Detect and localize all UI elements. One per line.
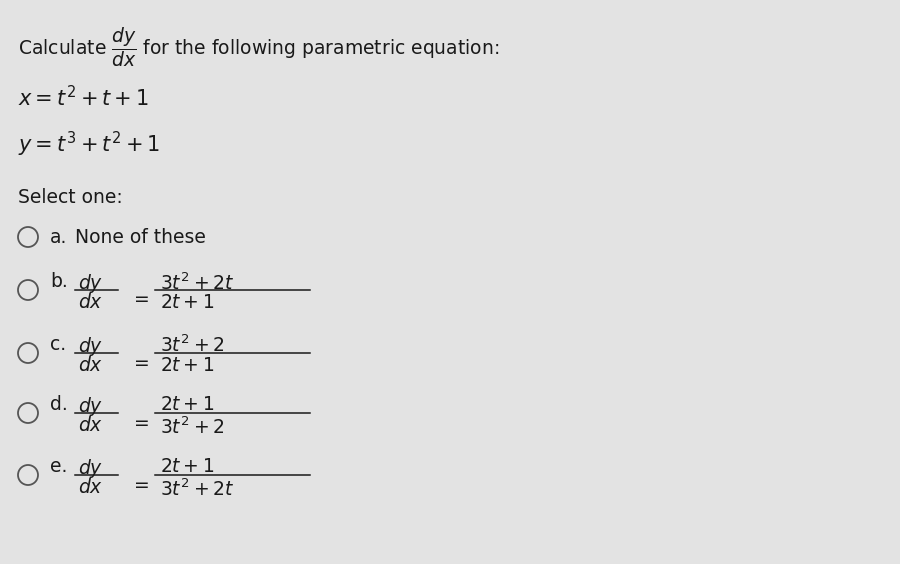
Text: $2t + 1$: $2t + 1$ [160, 356, 214, 375]
Text: Calculate $\dfrac{dy}{dx}$ for the following parametric equation:: Calculate $\dfrac{dy}{dx}$ for the follo… [18, 25, 500, 69]
Text: b.: b. [50, 272, 68, 291]
Text: $dx$: $dx$ [78, 478, 104, 497]
Text: $dy$: $dy$ [78, 395, 104, 418]
Text: $3t^2 + 2$: $3t^2 + 2$ [160, 416, 224, 438]
Text: $=$: $=$ [130, 289, 149, 307]
Text: e.: e. [50, 457, 68, 476]
Text: $3t^2 + 2$: $3t^2 + 2$ [160, 335, 224, 356]
Text: $x = t^2 + t + 1$: $x = t^2 + t + 1$ [18, 85, 149, 110]
Text: $dy$: $dy$ [78, 457, 104, 480]
Text: $=$: $=$ [130, 412, 149, 430]
Text: $=$: $=$ [130, 351, 149, 371]
Text: $dx$: $dx$ [78, 293, 104, 312]
Text: $2t + 1$: $2t + 1$ [160, 457, 214, 476]
Text: Select one:: Select one: [18, 188, 122, 207]
Text: $dy$: $dy$ [78, 335, 104, 358]
Text: c.: c. [50, 335, 66, 354]
Text: $3t^2 + 2t$: $3t^2 + 2t$ [160, 478, 234, 500]
Text: $=$: $=$ [130, 474, 149, 492]
Text: a.: a. [50, 228, 68, 247]
Text: $y = t^3 + t^2 + 1$: $y = t^3 + t^2 + 1$ [18, 130, 160, 159]
Text: $2t + 1$: $2t + 1$ [160, 395, 214, 414]
Text: None of these: None of these [75, 228, 206, 247]
Text: $dy$: $dy$ [78, 272, 104, 295]
Text: $dx$: $dx$ [78, 356, 104, 375]
Text: $2t + 1$: $2t + 1$ [160, 293, 214, 312]
Text: $dx$: $dx$ [78, 416, 104, 435]
Text: d.: d. [50, 395, 68, 414]
Text: $3t^2 + 2t$: $3t^2 + 2t$ [160, 272, 234, 293]
